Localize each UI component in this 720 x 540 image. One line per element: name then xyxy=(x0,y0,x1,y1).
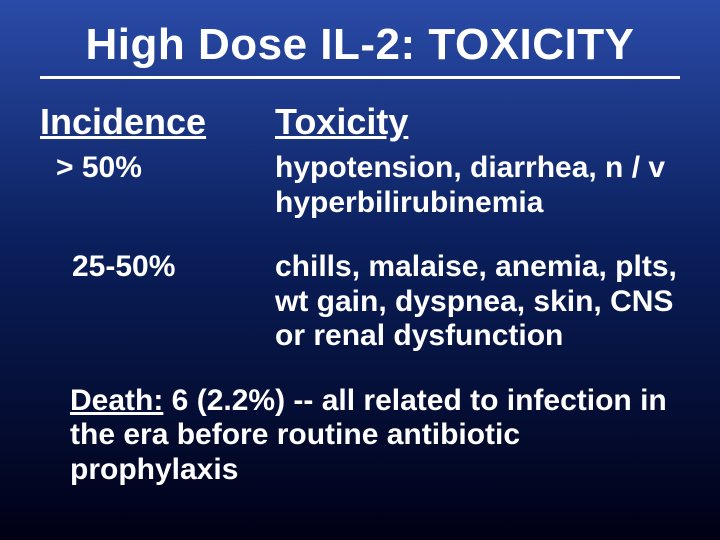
header-toxicity: Toxicity xyxy=(275,101,408,143)
title-rule xyxy=(40,76,680,79)
toxicity-value: chills, malaise, anemia, plts, wt gain, … xyxy=(275,250,680,354)
slide-title: High Dose IL-2: TOXICITY xyxy=(40,20,680,70)
incidence-value: > 50% xyxy=(40,151,275,185)
header-incidence: Incidence xyxy=(40,101,206,142)
table-row: 25-50% chills, malaise, anemia, plts, wt… xyxy=(40,250,680,354)
column-headers: Incidence Toxicity xyxy=(40,101,680,143)
death-label: Death: xyxy=(70,384,163,417)
toxicity-value: hypotension, diarrhea, n / v hyperbiliru… xyxy=(275,151,680,220)
incidence-value: 25-50% xyxy=(40,250,275,284)
death-note: Death: 6 (2.2%) -- all related to infect… xyxy=(40,384,680,488)
table-row: > 50% hypotension, diarrhea, n / v hyper… xyxy=(40,151,680,220)
